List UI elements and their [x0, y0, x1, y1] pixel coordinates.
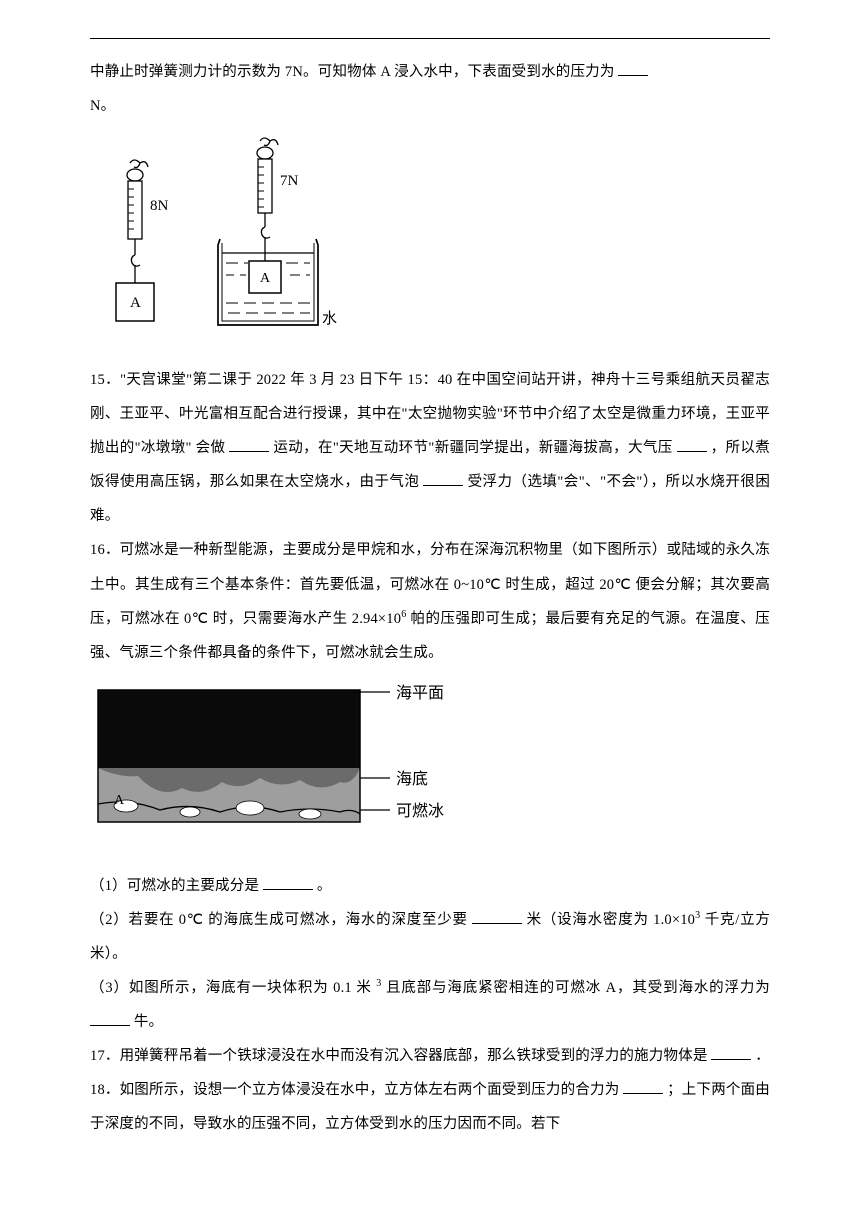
- q14-text: 中静止时弹簧测力计的示数为 7N。可知物体 A 浸入水中，下表面受到水的压力为: [90, 64, 618, 80]
- q16-figure: A 海平面 海底 可燃冰: [90, 682, 770, 857]
- sea-floor-label: 海底: [396, 770, 428, 788]
- q14-continuation: 中静止时弹簧测力计的示数为 7N。可知物体 A 浸入水中，下表面受到水的压力为: [90, 55, 770, 89]
- q17: 17．用弹簧秤吊着一个铁球浸没在水中而没有沉入容器底部，那么铁球受到的浮力的施力…: [90, 1039, 770, 1073]
- q15-blank-3: [423, 472, 463, 487]
- q18: 18．如图所示，设想一个立方体浸没在水中，立方体左右两个面受到压力的合力为 ；上…: [90, 1073, 770, 1141]
- q16-exp: 6: [401, 609, 406, 620]
- q16-d: 时，只需要海水产生 2.94×10: [213, 611, 401, 627]
- q16-sub3-exp: 3: [376, 978, 381, 989]
- q18-a: 18．如图所示，设想一个立方体浸没在水中，立方体左右两个面受到压力的合力为: [90, 1082, 619, 1098]
- q16-sub2-a: （2）若要在 0: [90, 912, 186, 928]
- q14-unit-line: N。: [90, 89, 770, 123]
- water-label: 水: [322, 310, 337, 327]
- q18-blank: [623, 1080, 663, 1095]
- scale-reading-7n: 7N: [280, 173, 299, 189]
- q16-sub1-blank: [263, 875, 313, 890]
- q16-sub1: （1）可燃冰的主要成分是 。: [90, 869, 770, 903]
- q17-blank: [711, 1046, 751, 1061]
- seabed-diagram-icon: A 海平面 海底 可燃冰: [90, 682, 510, 852]
- spring-scale-air-icon: 8N A: [90, 155, 180, 345]
- q14-figure: 8N A 7N: [90, 135, 770, 345]
- q16-sub3: （3）如图所示，海底有一块体积为 0.1 米 3 且底部与海底紧密相连的可燃冰 …: [90, 971, 770, 1039]
- spring-scale-water-icon: 7N A 水: [200, 135, 350, 345]
- q16-sub3-blank: [90, 1011, 130, 1026]
- page-content: 中静止时弹簧测力计的示数为 7N。可知物体 A 浸入水中，下表面受到水的压力为 …: [90, 55, 770, 1141]
- sea-level-label: 海平面: [396, 684, 444, 702]
- q15: 15．"天宫课堂"第二课于 2022 年 3 月 23 日下午 15：40 在中…: [90, 363, 770, 533]
- q16-sub2-blank: [472, 909, 522, 924]
- q16-b: 时生成，超过 20: [505, 577, 614, 593]
- seabed-label-a: A: [114, 793, 125, 808]
- q15-blank-2: [677, 438, 707, 453]
- q17-b: ．: [755, 1048, 770, 1064]
- q17-a: 17．用弹簧秤吊着一个铁球浸没在水中而没有沉入容器底部，那么铁球受到的浮力的施力…: [90, 1048, 708, 1064]
- q16-sub1-b: 。: [317, 878, 332, 894]
- q16-intro: 16．可燃冰是一种新型能源，主要成分是甲烷和水，分布在深海沉积物里（如下图所示）…: [90, 533, 770, 669]
- q14-blank: [618, 62, 648, 77]
- q14-unit: N。: [90, 98, 115, 114]
- q16-sub3-a: （3）如图所示，海底有一块体积为 0.1 米: [90, 980, 376, 996]
- q15-b: 运动，在"天地互动环节"新疆同学提出，新疆海拔高，大气压: [273, 440, 672, 456]
- q15-blank-1: [229, 438, 269, 453]
- top-rule: [90, 38, 770, 39]
- q16-sub2: （2）若要在 0℃ 的海底生成可燃冰，海水的深度至少要 米（设海水密度为 1.0…: [90, 903, 770, 971]
- q16-sub2-c: 米（设海水密度为 1.0×10: [527, 912, 696, 928]
- q16-sub1-a: （1）可燃冰的主要成分是: [90, 878, 259, 894]
- q16-sub3-c: 牛。: [134, 1014, 163, 1030]
- block-a-label-2: A: [260, 271, 271, 286]
- block-a-label-1: A: [130, 295, 141, 311]
- scale-reading-8n: 8N: [150, 198, 169, 214]
- q16-sub3-b: 且底部与海底紧密相连的可燃冰 A，其受到海水的浮力为: [386, 980, 770, 996]
- q16-sub2-exp: 3: [695, 910, 700, 921]
- q16-sub2-b: 的海底生成可燃冰，海水的深度至少要: [208, 912, 468, 928]
- ice-label: 可燃冰: [396, 802, 444, 820]
